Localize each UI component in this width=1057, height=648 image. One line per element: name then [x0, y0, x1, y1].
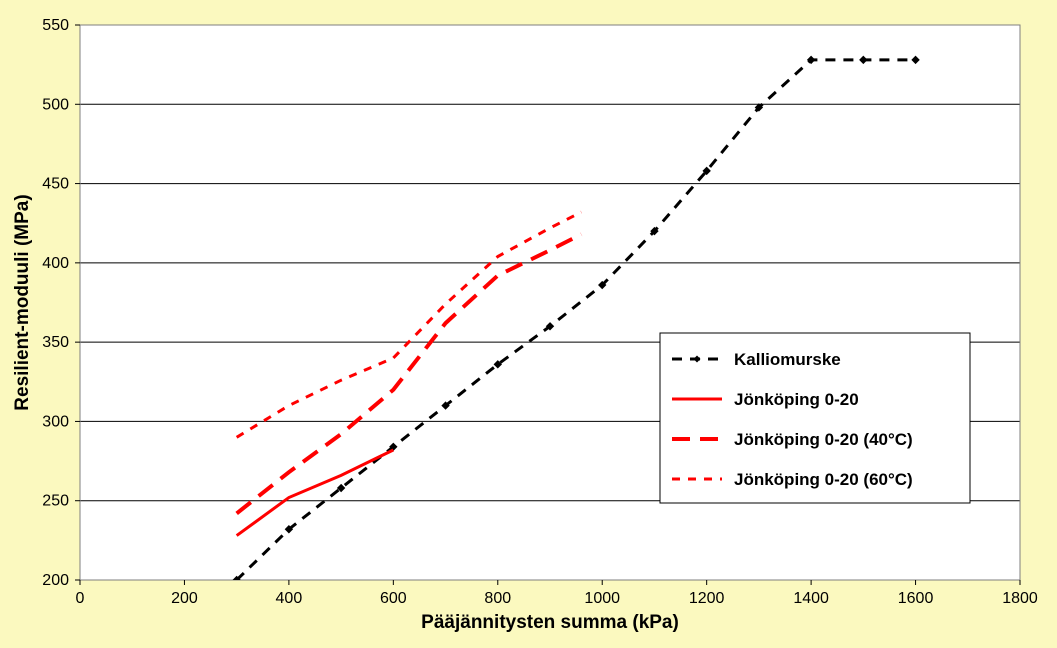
- y-tick-label: 450: [42, 176, 69, 193]
- line-chart: 0 200 400 600 800 1000 1200 1400 1600 1800 200 250 3…: [0, 0, 1057, 648]
- x-tick-label: 800: [484, 590, 511, 607]
- legend-label: Kalliomurske: [734, 350, 841, 369]
- y-tick-label: 200: [42, 572, 69, 589]
- y-tick-label: 350: [42, 334, 69, 351]
- y-tick-label: 550: [42, 17, 69, 34]
- x-tick-label: 200: [171, 590, 198, 607]
- x-tick-label: 1200: [689, 590, 725, 607]
- legend-label: Jönköping 0-20 (40°C): [734, 430, 913, 449]
- y-tick-label: 400: [42, 255, 69, 272]
- y-tick-label: 250: [42, 493, 69, 510]
- y-axis-title: Resilient-moduuli (MPa): [12, 194, 33, 410]
- chart-container: 0 200 400 600 800 1000 1200 1400 1600 1800 200 250 3…: [0, 0, 1057, 648]
- x-tick-label: 1000: [584, 590, 620, 607]
- x-tick-label: 0: [76, 590, 85, 607]
- x-tick-label: 600: [380, 590, 407, 607]
- x-tick-label: 1800: [1002, 590, 1038, 607]
- x-tick-label: 400: [276, 590, 303, 607]
- x-axis-title: Pääjännitysten summa (kPa): [421, 612, 679, 633]
- legend: Kalliomurske Jönköping 0-20 Jönköping 0-20…: [660, 333, 970, 503]
- x-tick-label: 1600: [898, 590, 934, 607]
- y-tick-label: 500: [42, 96, 69, 113]
- x-tick-label: 1400: [793, 590, 829, 607]
- legend-label: Jönköping 0-20: [734, 390, 859, 409]
- legend-label: Jönköping 0-20 (60°C): [734, 470, 913, 489]
- y-tick-label: 300: [42, 413, 69, 430]
